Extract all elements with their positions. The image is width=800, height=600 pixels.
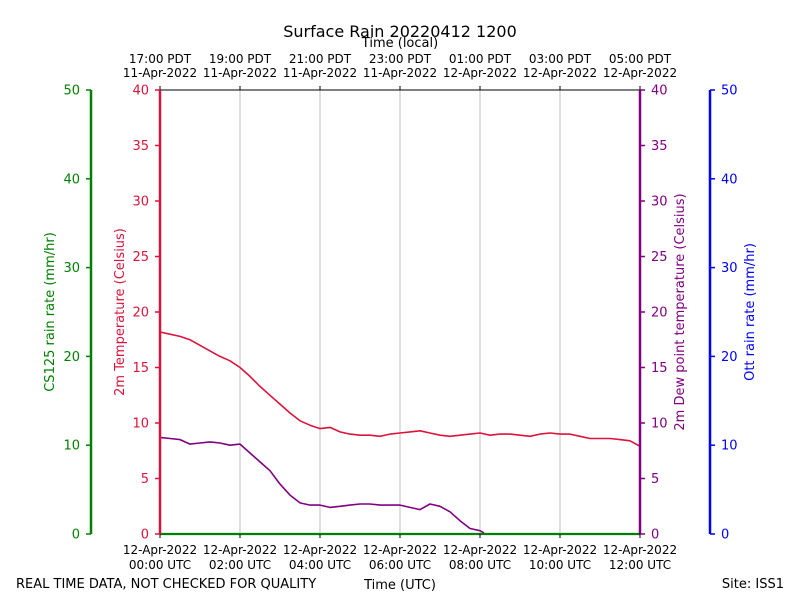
- dew-axis-tick-label: 35: [651, 139, 668, 154]
- ott-axis-tick-label: 20: [721, 350, 738, 365]
- top-tick-label: 03:00 PDT: [529, 52, 592, 66]
- top-tick-date: 12-Apr-2022: [443, 66, 517, 80]
- top-tick-label: 19:00 PDT: [209, 52, 272, 66]
- ott-axis-tick-label: 10: [721, 439, 738, 454]
- bottom-tick-label: 12:00 UTC: [609, 558, 671, 572]
- grid-lines: [239, 90, 561, 534]
- top-tick-date: 12-Apr-2022: [523, 66, 597, 80]
- top-tick-date: 12-Apr-2022: [603, 66, 677, 80]
- bottom-tick-label: 04:00 UTC: [289, 558, 351, 572]
- bottom-tick-label: 02:00 UTC: [209, 558, 271, 572]
- top-tick-label: 23:00 PDT: [369, 52, 432, 66]
- top-tick-date: 11-Apr-2022: [203, 66, 277, 80]
- quality-notice: REAL TIME DATA, NOT CHECKED FOR QUALITY: [16, 577, 316, 592]
- ott-axis-tick-label: 40: [721, 172, 738, 187]
- dew-axis-tick-label: 0: [651, 528, 659, 543]
- bottom-tick-date: 12-Apr-2022: [443, 543, 517, 557]
- cs125-axis-tick-label: 10: [63, 439, 80, 454]
- ott-axis-tick-label: 0: [721, 528, 729, 543]
- dew-axis-tick-label: 30: [651, 195, 668, 210]
- temp-axis-tick-label: 20: [132, 306, 149, 321]
- top-tick-label: 21:00 PDT: [289, 52, 352, 66]
- x-axis-label: Time (UTC): [363, 578, 436, 593]
- bottom-tick-label: 08:00 UTC: [449, 558, 511, 572]
- dew-axis-tick-label: 10: [651, 417, 668, 432]
- temp-axis-tick-label: 5: [141, 472, 149, 487]
- dew-axis-tick-label: 40: [651, 84, 668, 99]
- bottom-tick-label: 10:00 UTC: [529, 558, 591, 572]
- top-tick-label: 17:00 PDT: [129, 52, 192, 66]
- top-tick-label: 01:00 PDT: [449, 52, 512, 66]
- top-tick-date: 11-Apr-2022: [363, 66, 437, 80]
- bottom-tick-date: 12-Apr-2022: [523, 543, 597, 557]
- temp-axis-tick-label: 35: [132, 139, 149, 154]
- temp-axis-tick-label: 25: [132, 250, 149, 265]
- temp-axis-tick-label: 40: [132, 84, 149, 99]
- cs125-axis-tick-label: 40: [63, 172, 80, 187]
- top-tick-label: 05:00 PDT: [609, 52, 672, 66]
- bottom-tick-label: 06:00 UTC: [369, 558, 431, 572]
- dew-axis-tick-label: 25: [651, 250, 668, 265]
- bottom-tick-label: 00:00 UTC: [129, 558, 191, 572]
- bottom-tick-date: 12-Apr-2022: [363, 543, 437, 557]
- cs125-axis-label: CS125 rain rate (mm/hr): [43, 232, 58, 392]
- top-axis-label: Time (local): [361, 36, 438, 51]
- site-label: Site: ISS1: [722, 577, 784, 592]
- cs125-axis-tick-label: 30: [63, 261, 80, 276]
- temp-axis-tick-label: 10: [132, 417, 149, 432]
- dew-axis-tick-label: 5: [651, 472, 659, 487]
- bottom-tick-date: 12-Apr-2022: [603, 543, 677, 557]
- ott-axis-tick-label: 30: [721, 261, 738, 276]
- top-tick-date: 11-Apr-2022: [123, 66, 197, 80]
- ott-axis-tick-label: 50: [721, 84, 738, 99]
- temp-axis-tick-label: 15: [132, 361, 149, 376]
- ott-axis-label: Ott rain rate (mm/hr): [743, 243, 758, 381]
- dew-axis-tick-label: 15: [651, 361, 668, 376]
- chart-title: Surface Rain 20220412 1200: [283, 22, 517, 41]
- series-temp-line: [159, 331, 641, 448]
- top-tick-date: 11-Apr-2022: [283, 66, 357, 80]
- dew-axis-label: 2m Dew point temperature (Celsius): [673, 193, 688, 430]
- dew-axis-tick-label: 20: [651, 306, 668, 321]
- bottom-tick-date: 12-Apr-2022: [283, 543, 357, 557]
- temp-axis-label: 2m Temperature (Celsius): [113, 228, 128, 396]
- bottom-tick-date: 12-Apr-2022: [123, 543, 197, 557]
- bottom-tick-date: 12-Apr-2022: [203, 543, 277, 557]
- temp-axis-tick-label: 30: [132, 195, 149, 210]
- cs125-axis-tick-label: 0: [72, 528, 80, 543]
- series-dew-line: [159, 436, 485, 534]
- cs125-axis-tick-label: 20: [63, 350, 80, 365]
- cs125-axis-tick-label: 50: [63, 84, 80, 99]
- temp-axis-tick-label: 0: [141, 528, 149, 543]
